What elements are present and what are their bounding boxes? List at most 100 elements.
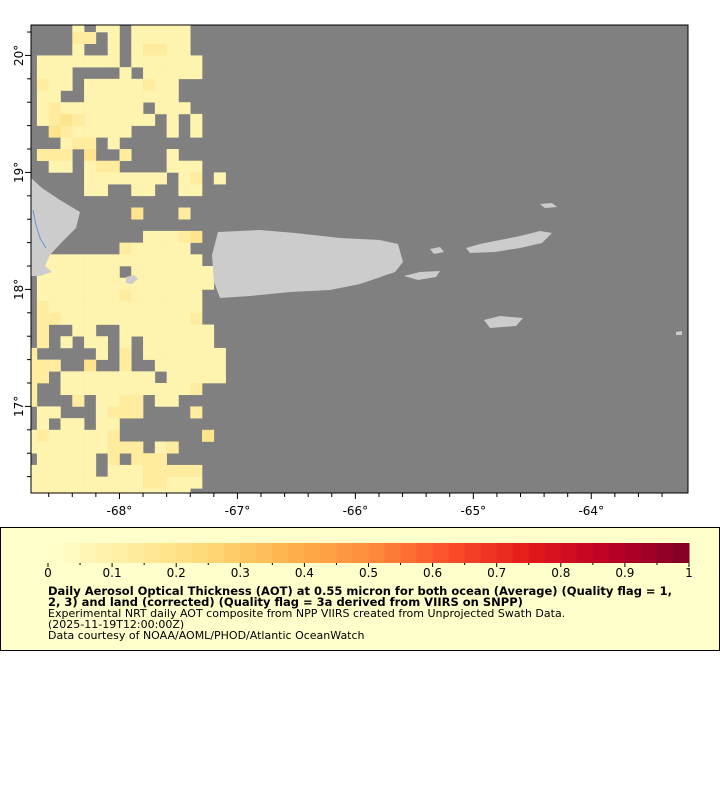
aot-cell bbox=[190, 55, 203, 68]
aot-cell bbox=[72, 277, 85, 290]
aot-cell bbox=[178, 67, 191, 80]
aot-cell bbox=[131, 113, 144, 126]
aot-cell bbox=[31, 429, 38, 442]
aot-cell bbox=[119, 125, 132, 138]
aot-cell bbox=[107, 406, 120, 419]
aot-cell bbox=[72, 383, 85, 396]
aot-cell bbox=[131, 78, 144, 91]
aot-cell bbox=[84, 160, 97, 173]
aot-cell bbox=[72, 254, 85, 267]
aot-cell bbox=[166, 347, 179, 360]
aot-cell bbox=[190, 184, 203, 197]
colorbar-bin bbox=[416, 543, 434, 563]
aot-cell bbox=[166, 324, 179, 337]
colorbar-bin bbox=[624, 543, 642, 563]
aot-cell bbox=[131, 406, 144, 419]
aot-cell bbox=[143, 371, 156, 384]
aot-cell bbox=[131, 90, 144, 103]
aot-cell bbox=[166, 32, 179, 45]
aot-cell bbox=[84, 289, 97, 302]
aot-cell bbox=[154, 359, 167, 372]
aot-cell bbox=[131, 289, 144, 302]
aot-cell bbox=[190, 266, 203, 279]
colorbar-tick-label: 1 bbox=[685, 566, 693, 580]
colorbar-bin bbox=[208, 543, 225, 563]
aot-cell bbox=[95, 90, 108, 103]
aot-cell bbox=[107, 488, 120, 493]
aot-cell bbox=[166, 464, 179, 477]
aot-cell bbox=[166, 277, 179, 290]
land-puerto-rico bbox=[212, 230, 403, 298]
aot-cell bbox=[48, 254, 61, 267]
aot-cell bbox=[166, 113, 179, 126]
aot-cell bbox=[36, 301, 49, 314]
aot-cell bbox=[202, 336, 215, 349]
aot-cell bbox=[48, 453, 61, 466]
aot-cell bbox=[178, 32, 191, 45]
aot-cell bbox=[107, 55, 120, 68]
aot-cell bbox=[60, 254, 73, 267]
aot-cell bbox=[202, 324, 215, 337]
aot-cell bbox=[107, 113, 120, 126]
aot-cell bbox=[131, 55, 144, 68]
aot-cell bbox=[131, 301, 144, 314]
colorbar-bin bbox=[240, 543, 257, 563]
aot-cell bbox=[190, 289, 203, 302]
aot-cell bbox=[72, 289, 85, 302]
aot-cell bbox=[213, 359, 226, 372]
aot-cell bbox=[60, 336, 73, 349]
land-vieques bbox=[404, 271, 440, 280]
aot-cell bbox=[143, 336, 156, 349]
aot-cell bbox=[36, 277, 49, 290]
aot-cell bbox=[84, 476, 97, 489]
aot-cell bbox=[84, 172, 97, 185]
aot-cell bbox=[190, 371, 203, 384]
aot-cell bbox=[178, 312, 191, 325]
aot-cell bbox=[36, 90, 49, 103]
aot-cell bbox=[143, 172, 156, 185]
aot-cell bbox=[143, 488, 156, 493]
aot-cell bbox=[60, 441, 73, 454]
aot-cell bbox=[36, 324, 49, 337]
aot-cell bbox=[31, 464, 38, 477]
aot-cell bbox=[190, 464, 203, 477]
aot-cell bbox=[131, 172, 144, 185]
aot-cell bbox=[119, 336, 132, 349]
aot-cell bbox=[178, 55, 191, 68]
colorbar-bin bbox=[352, 543, 369, 563]
aot-cell bbox=[84, 464, 97, 477]
aot-cell bbox=[119, 312, 132, 325]
aot-cell bbox=[60, 371, 73, 384]
aot-cell bbox=[72, 266, 85, 279]
aot-cell bbox=[154, 336, 167, 349]
aot-cell bbox=[72, 125, 85, 138]
aot-cell bbox=[178, 347, 191, 360]
land-st-croix bbox=[484, 316, 523, 328]
colorbar-tick-label: 0.5 bbox=[359, 566, 378, 580]
colorbar-tick-label: 0.7 bbox=[487, 566, 506, 580]
aot-cell bbox=[131, 207, 144, 220]
aot-cell bbox=[36, 406, 49, 419]
aot-cell bbox=[202, 359, 215, 372]
colorbar-bin bbox=[544, 543, 562, 563]
aot-cell bbox=[84, 324, 97, 337]
colorbar-bin bbox=[176, 543, 193, 563]
aot-cell bbox=[178, 266, 191, 279]
aot-cell bbox=[72, 113, 85, 126]
aot-cell bbox=[107, 78, 120, 91]
aot-cell bbox=[84, 488, 97, 493]
aot-cell bbox=[166, 254, 179, 267]
aot-cell bbox=[48, 277, 61, 290]
aot-cell bbox=[202, 347, 215, 360]
aot-cell bbox=[95, 371, 108, 384]
aot-cell bbox=[72, 324, 85, 337]
aot-cell bbox=[166, 149, 179, 162]
aot-cell bbox=[154, 464, 167, 477]
aot-cell bbox=[166, 230, 179, 243]
aot-cell bbox=[84, 90, 97, 103]
aot-cell bbox=[166, 25, 179, 33]
aot-cell bbox=[95, 160, 108, 173]
aot-cell bbox=[95, 277, 108, 290]
aot-cell bbox=[166, 102, 179, 115]
aot-cell bbox=[60, 464, 73, 477]
